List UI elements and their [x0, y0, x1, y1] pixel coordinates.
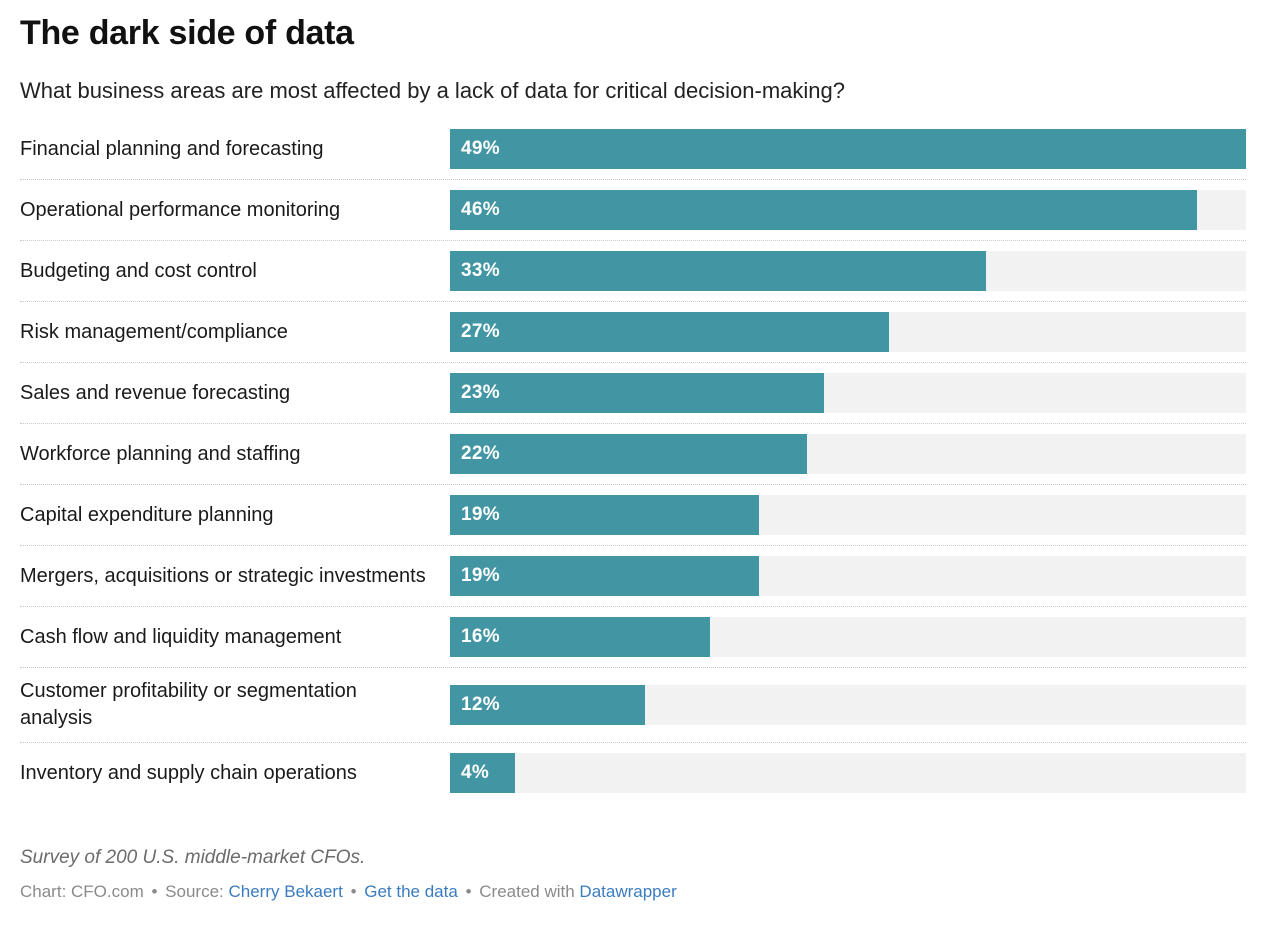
chart-row: Cash flow and liquidity management 16%: [20, 607, 1246, 669]
bar-track: 19%: [450, 495, 1246, 536]
chart-subtitle: What business areas are most affected by…: [20, 78, 845, 104]
attribution-line: Chart: CFO.com • Source: Cherry Bekaert …: [20, 882, 1246, 902]
chart-row: Workforce planning and staffing 22%: [20, 424, 1246, 486]
category-label: Financial planning and forecasting: [20, 137, 324, 160]
get-the-data-link[interactable]: Get the data: [364, 882, 458, 902]
category-label: Budgeting and cost control: [20, 259, 257, 282]
category-label: Risk management/compliance: [20, 320, 288, 343]
footer-note: Survey of 200 U.S. middle-market CFOs.: [20, 847, 366, 869]
bar-value-label: 12%: [461, 694, 500, 716]
chart-row: Financial planning and forecasting 49%: [20, 119, 1246, 181]
bar-track: 12%: [450, 685, 1246, 726]
category-label: Cash flow and liquidity management: [20, 625, 342, 648]
chart-row: Mergers, acquisitions or strategic inves…: [20, 546, 1246, 608]
chart-rows: Financial planning and forecasting 49% Ope…: [20, 119, 1246, 803]
chart-credit: Chart: CFO.com: [20, 882, 144, 902]
chart-row: Operational performance monitoring 46%: [20, 180, 1246, 242]
bar: 19%: [450, 495, 759, 536]
chart-row: Customer profitability or segmentation a…: [20, 668, 1246, 744]
bar-value-label: 16%: [461, 626, 500, 648]
category-label: Sales and revenue forecasting: [20, 381, 291, 404]
bar: 4%: [450, 753, 515, 794]
bar-value-label: 49%: [461, 138, 500, 160]
bar: 23%: [450, 373, 824, 414]
chart-row: Sales and revenue forecasting 23%: [20, 363, 1246, 425]
bar-track: 16%: [450, 617, 1246, 658]
category-label: Mergers, acquisitions or strategic inves…: [20, 564, 426, 587]
bar: 12%: [450, 685, 645, 726]
bar: 16%: [450, 617, 710, 658]
chart-footer: Survey of 200 U.S. middle-market CFOs. C…: [20, 847, 1246, 902]
bar-track: 4%: [450, 753, 1246, 794]
bar-value-label: 46%: [461, 199, 500, 221]
bar: 19%: [450, 556, 759, 597]
bar: 33%: [450, 251, 987, 292]
bar-value-label: 19%: [461, 504, 500, 526]
datawrapper-link[interactable]: Datawrapper: [579, 882, 677, 902]
separator-dot: •: [151, 882, 158, 902]
bar-track: 19%: [450, 556, 1246, 597]
category-label: Workforce planning and staffing: [20, 442, 301, 465]
bar-value-label: 19%: [461, 565, 500, 587]
separator-dot: •: [350, 882, 357, 902]
created-with-label: Created with: [479, 882, 575, 902]
bar-value-label: 4%: [461, 762, 490, 784]
separator-dot: •: [465, 882, 472, 902]
page-title: The dark side of data: [20, 14, 354, 52]
source-link[interactable]: Cherry Bekaert: [228, 882, 343, 902]
category-label: Operational performance monitoring: [20, 198, 341, 221]
chart-row: Capital expenditure planning 19%: [20, 485, 1246, 547]
bar-track: 46%: [450, 190, 1246, 231]
category-label: Customer profitability or segmentation a…: [20, 680, 357, 730]
bar-chart: Financial planning and forecasting 49% Ope…: [20, 119, 1246, 803]
source-label: Source:: [165, 882, 224, 902]
bar: 46%: [450, 190, 1198, 231]
bar: 22%: [450, 434, 808, 475]
chart-row: Budgeting and cost control 33%: [20, 241, 1246, 303]
category-label: Capital expenditure planning: [20, 503, 274, 526]
bar-value-label: 23%: [461, 382, 500, 404]
bar-value-label: 33%: [461, 260, 500, 282]
category-label: Inventory and supply chain operations: [20, 761, 357, 784]
bar: 27%: [450, 312, 889, 353]
bar: 49%: [450, 129, 1246, 170]
chart-row: Inventory and supply chain operations 4%: [20, 743, 1246, 803]
bar-track: 22%: [450, 434, 1246, 475]
bar-value-label: 22%: [461, 443, 500, 465]
bar-track: 23%: [450, 373, 1246, 414]
bar-value-label: 27%: [461, 321, 500, 343]
bar-track: 27%: [450, 312, 1246, 353]
bar-track: 33%: [450, 251, 1246, 292]
chart-row: Risk management/compliance 27%: [20, 302, 1246, 364]
bar-track: 49%: [450, 129, 1246, 170]
